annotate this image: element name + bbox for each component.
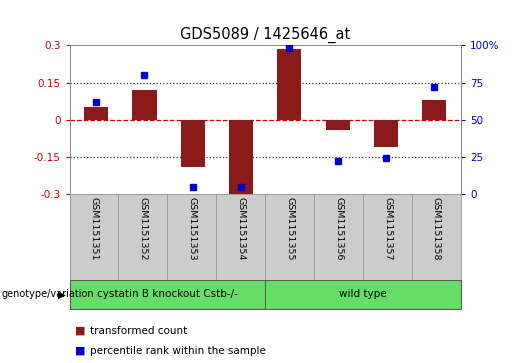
Text: ■: ■: [75, 346, 85, 356]
Text: GSM1151356: GSM1151356: [334, 197, 343, 260]
Text: percentile rank within the sample: percentile rank within the sample: [90, 346, 266, 356]
Bar: [132, 90, 157, 120]
Bar: [84, 107, 108, 120]
Text: cystatin B knockout Cstb-/-: cystatin B knockout Cstb-/-: [97, 289, 238, 299]
Text: GSM1151355: GSM1151355: [285, 197, 294, 260]
Bar: [325, 120, 350, 130]
Text: GSM1151357: GSM1151357: [383, 197, 392, 260]
Text: GSM1151354: GSM1151354: [236, 197, 245, 260]
Title: GDS5089 / 1425646_at: GDS5089 / 1425646_at: [180, 26, 350, 42]
Text: GSM1151358: GSM1151358: [432, 197, 441, 260]
Text: GSM1151352: GSM1151352: [139, 197, 147, 260]
Text: transformed count: transformed count: [90, 326, 187, 336]
Text: genotype/variation: genotype/variation: [1, 289, 94, 299]
Bar: [422, 100, 447, 120]
Text: ■: ■: [75, 326, 85, 336]
Bar: [181, 120, 205, 167]
Text: ▶: ▶: [58, 289, 66, 299]
Text: GSM1151351: GSM1151351: [90, 197, 98, 260]
Text: wild type: wild type: [339, 289, 387, 299]
Bar: [229, 120, 253, 195]
Text: GSM1151353: GSM1151353: [187, 197, 196, 260]
Bar: [374, 120, 398, 147]
Bar: [277, 49, 301, 120]
